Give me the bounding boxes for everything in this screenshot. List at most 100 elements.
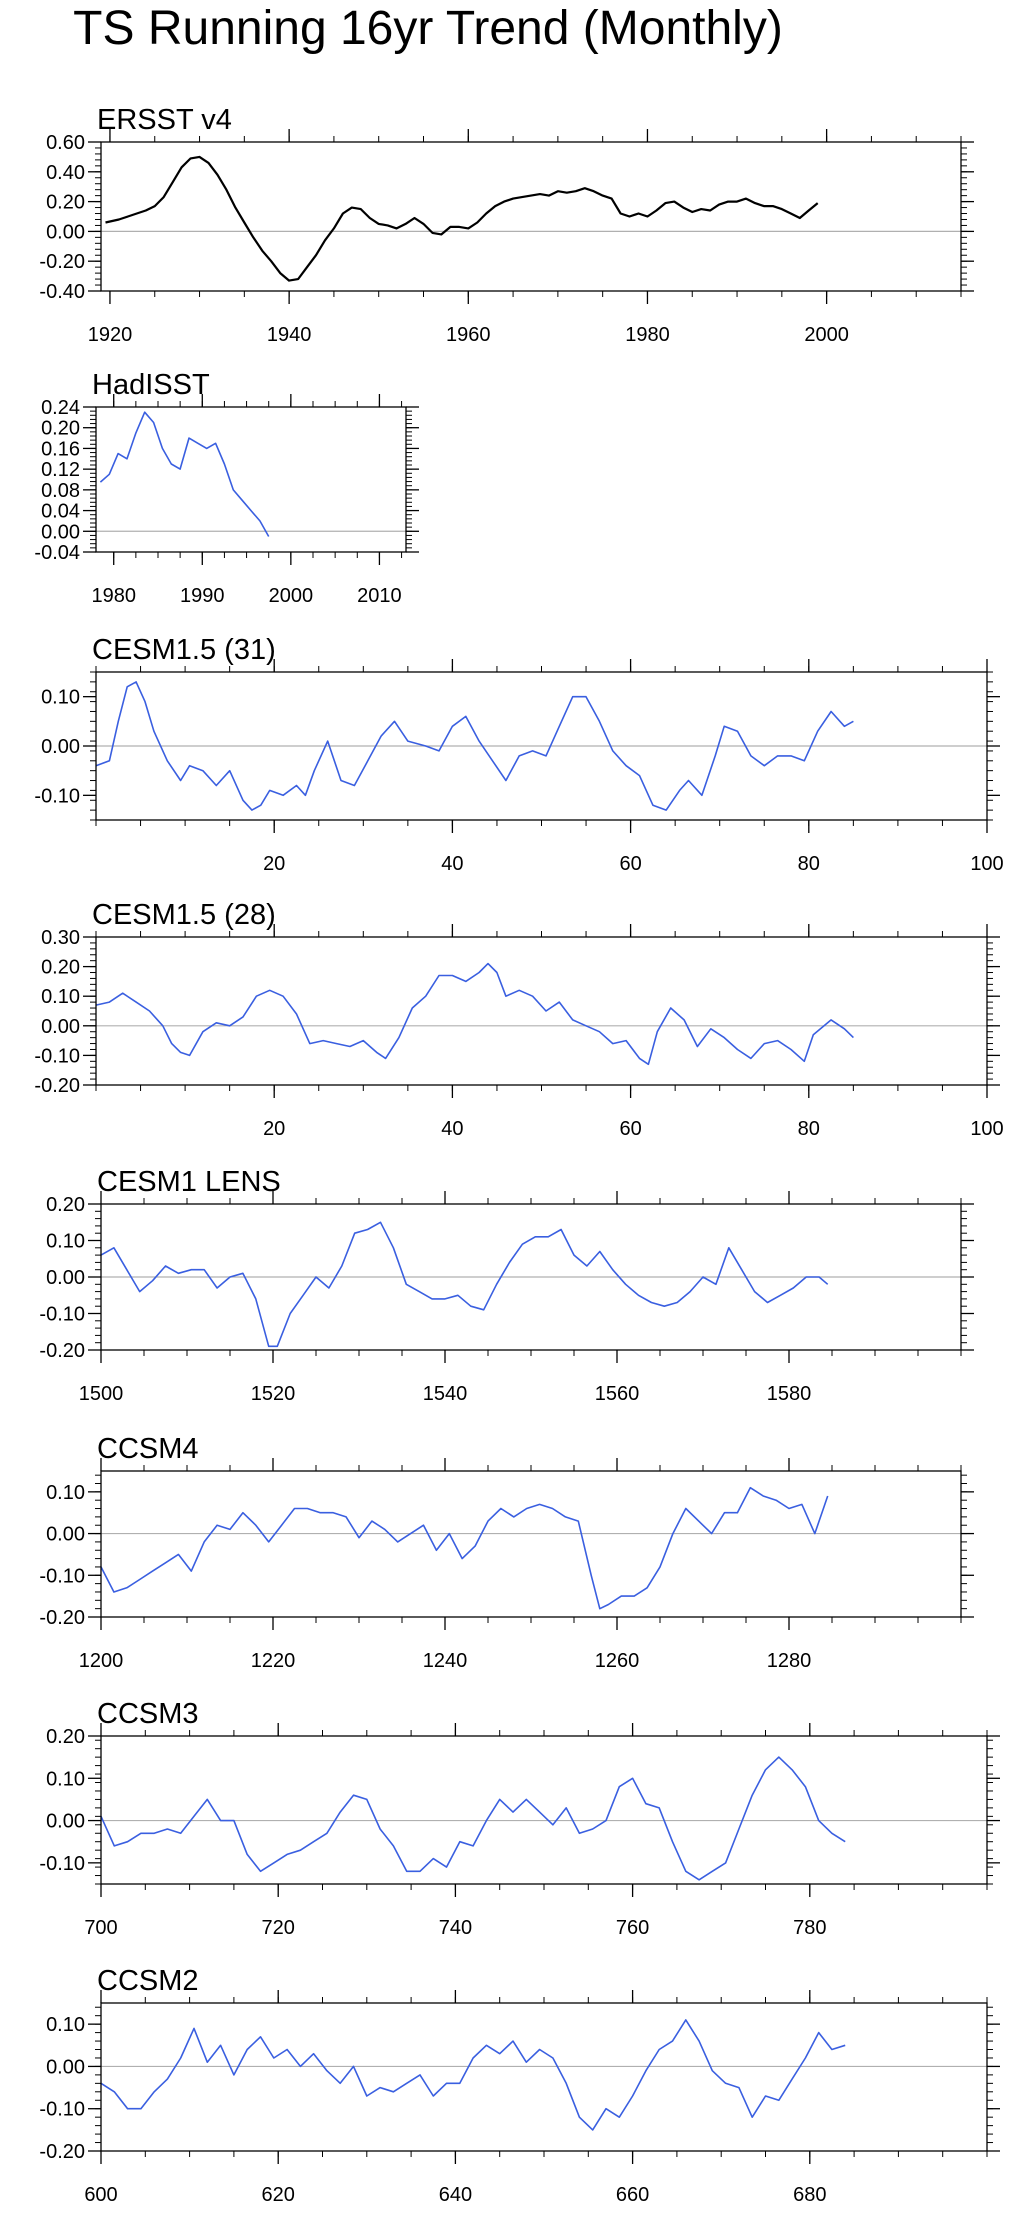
x-tick-label: 1560 bbox=[595, 1383, 640, 1405]
y-tick-label: -0.10 bbox=[34, 1045, 80, 1067]
y-tick-label: 0.20 bbox=[41, 418, 80, 440]
x-tick-label: 1990 bbox=[180, 585, 225, 607]
x-tick-label: 700 bbox=[84, 1917, 117, 1939]
plot-frame bbox=[100, 1735, 988, 1885]
panel-title: CCSM2 bbox=[97, 1965, 199, 1997]
panel-title: CESM1.5 (31) bbox=[92, 634, 276, 666]
y-tick-label: 0.16 bbox=[41, 438, 80, 460]
x-tick-label: 1960 bbox=[446, 324, 491, 346]
x-tick-label: 40 bbox=[441, 853, 463, 875]
y-tick-label: -0.20 bbox=[34, 1075, 80, 1097]
y-tick-label: 0.60 bbox=[46, 132, 85, 154]
plot-frame bbox=[100, 1203, 962, 1351]
x-tick-label: 80 bbox=[798, 1118, 820, 1140]
panel-5: CESM1 LENS -0.20 -0.10 0.00 0.10 0.20 1500 1520… bbox=[39, 1166, 974, 1405]
y-tick-label: -0.04 bbox=[34, 542, 80, 564]
panel-4: CESM1.5 (28) -0.20 -0.10 0.00 0.10 0.20 0.30 20… bbox=[34, 899, 1003, 1140]
x-tick-label: 780 bbox=[793, 1917, 826, 1939]
y-tick-label: -0.10 bbox=[39, 1565, 85, 1587]
plot-frame bbox=[100, 1470, 962, 1618]
x-tick-label: 680 bbox=[793, 2184, 826, 2206]
y-tick-label: -0.20 bbox=[39, 2141, 85, 2163]
x-tick-label: 1260 bbox=[595, 1650, 640, 1672]
x-tick-label: 1520 bbox=[251, 1383, 296, 1405]
y-tick-label: 0.30 bbox=[41, 927, 80, 949]
panel-2: HadISST -0.040.000.040.080.120.160.200.24… bbox=[34, 369, 419, 607]
x-tick-label: 20 bbox=[263, 1118, 285, 1140]
series-line bbox=[99, 411, 270, 537]
x-tick-label: 1920 bbox=[88, 324, 133, 346]
y-tick-label: 0.04 bbox=[41, 501, 80, 523]
y-tick-label: 0.10 bbox=[41, 986, 80, 1008]
panel-3: CESM1.5 (31) -0.10 0.00 0.10 20 40 60 80 100 bbox=[34, 634, 1003, 875]
panel-6: CCSM4 -0.20 -0.10 0.00 0.10 1200 1220 1240 1260 1… bbox=[39, 1433, 974, 1672]
x-tick-label: 40 bbox=[441, 1118, 463, 1140]
panel-title: ERSST v4 bbox=[97, 104, 232, 136]
panel-title: CCSM4 bbox=[97, 1433, 199, 1465]
y-tick-label: -0.20 bbox=[39, 1607, 85, 1629]
series-line bbox=[100, 2019, 846, 2131]
y-tick-label: 0.40 bbox=[46, 162, 85, 184]
y-tick-label: 0.00 bbox=[46, 221, 85, 243]
series-line bbox=[100, 1756, 846, 1881]
y-tick-label: -0.40 bbox=[39, 281, 85, 303]
y-tick-label: -0.20 bbox=[39, 251, 85, 273]
series-line bbox=[95, 962, 854, 1066]
panel-title: CESM1.5 (28) bbox=[92, 899, 276, 931]
x-tick-label: 1940 bbox=[267, 324, 312, 346]
y-tick-label: -0.10 bbox=[39, 1304, 85, 1326]
figure-title: TS Running 16yr Trend (Monthly) bbox=[73, 2, 783, 55]
panel-8: CCSM2 -0.20 -0.10 0.00 0.10 600 620 640 660 680 bbox=[39, 1965, 1000, 2206]
y-tick-label: 0.00 bbox=[41, 736, 80, 758]
x-tick-label: 1500 bbox=[79, 1383, 124, 1405]
x-tick-label: 1200 bbox=[79, 1650, 124, 1672]
panel-title: CCSM3 bbox=[97, 1698, 199, 1730]
y-tick-label: -0.10 bbox=[39, 1853, 85, 1875]
x-tick-label: 1220 bbox=[251, 1650, 296, 1672]
x-tick-label: 600 bbox=[84, 2184, 117, 2206]
plot-frame bbox=[95, 406, 407, 553]
x-tick-label: 760 bbox=[616, 1917, 649, 1939]
panel-1: ERSST v4 -0.40 -0.20 0.00 0.20 0.40 0.60 1920 19… bbox=[39, 104, 974, 346]
y-tick-label: 0.10 bbox=[46, 1231, 85, 1253]
x-tick-label: 2000 bbox=[269, 585, 314, 607]
plot-frame bbox=[100, 141, 962, 292]
x-tick-label: 1980 bbox=[91, 585, 136, 607]
plot-frame bbox=[95, 936, 988, 1086]
x-tick-label: 640 bbox=[439, 2184, 472, 2206]
y-tick-label: 0.20 bbox=[46, 1726, 85, 1748]
x-tick-label: 1980 bbox=[625, 324, 670, 346]
y-tick-label: 0.20 bbox=[41, 957, 80, 979]
y-tick-label: 0.00 bbox=[46, 1811, 85, 1833]
y-tick-label: 0.10 bbox=[41, 687, 80, 709]
x-tick-label: 1580 bbox=[767, 1383, 812, 1405]
x-tick-label: 100 bbox=[970, 853, 1003, 875]
x-tick-label: 1540 bbox=[423, 1383, 468, 1405]
y-tick-label: 0.10 bbox=[46, 1482, 85, 1504]
x-tick-label: 80 bbox=[798, 853, 820, 875]
y-tick-label: -0.10 bbox=[34, 785, 80, 807]
y-tick-label: 0.00 bbox=[41, 521, 80, 543]
y-tick-label: -0.20 bbox=[39, 1340, 85, 1362]
y-tick-label: 0.08 bbox=[41, 480, 80, 502]
panel-7: CCSM3 -0.10 0.00 0.10 0.20 700 720 740 760 780 bbox=[39, 1698, 1000, 1939]
series-line bbox=[100, 1486, 829, 1610]
y-tick-label: 0.00 bbox=[41, 1016, 80, 1038]
x-tick-label: 660 bbox=[616, 2184, 649, 2206]
y-tick-label: 0.10 bbox=[46, 2014, 85, 2036]
y-tick-label: 0.20 bbox=[46, 1194, 85, 1216]
y-tick-label: 0.12 bbox=[41, 459, 80, 481]
x-tick-label: 20 bbox=[263, 853, 285, 875]
plot-frame bbox=[100, 2002, 988, 2152]
y-tick-label: -0.10 bbox=[39, 2099, 85, 2121]
x-tick-label: 1240 bbox=[423, 1650, 468, 1672]
x-tick-label: 100 bbox=[970, 1118, 1003, 1140]
x-tick-label: 740 bbox=[439, 1917, 472, 1939]
x-tick-label: 1280 bbox=[767, 1650, 812, 1672]
panel-title: HadISST bbox=[92, 369, 210, 401]
series-line bbox=[105, 155, 819, 282]
x-tick-label: 60 bbox=[619, 1118, 641, 1140]
y-tick-label: 0.00 bbox=[46, 2056, 85, 2078]
